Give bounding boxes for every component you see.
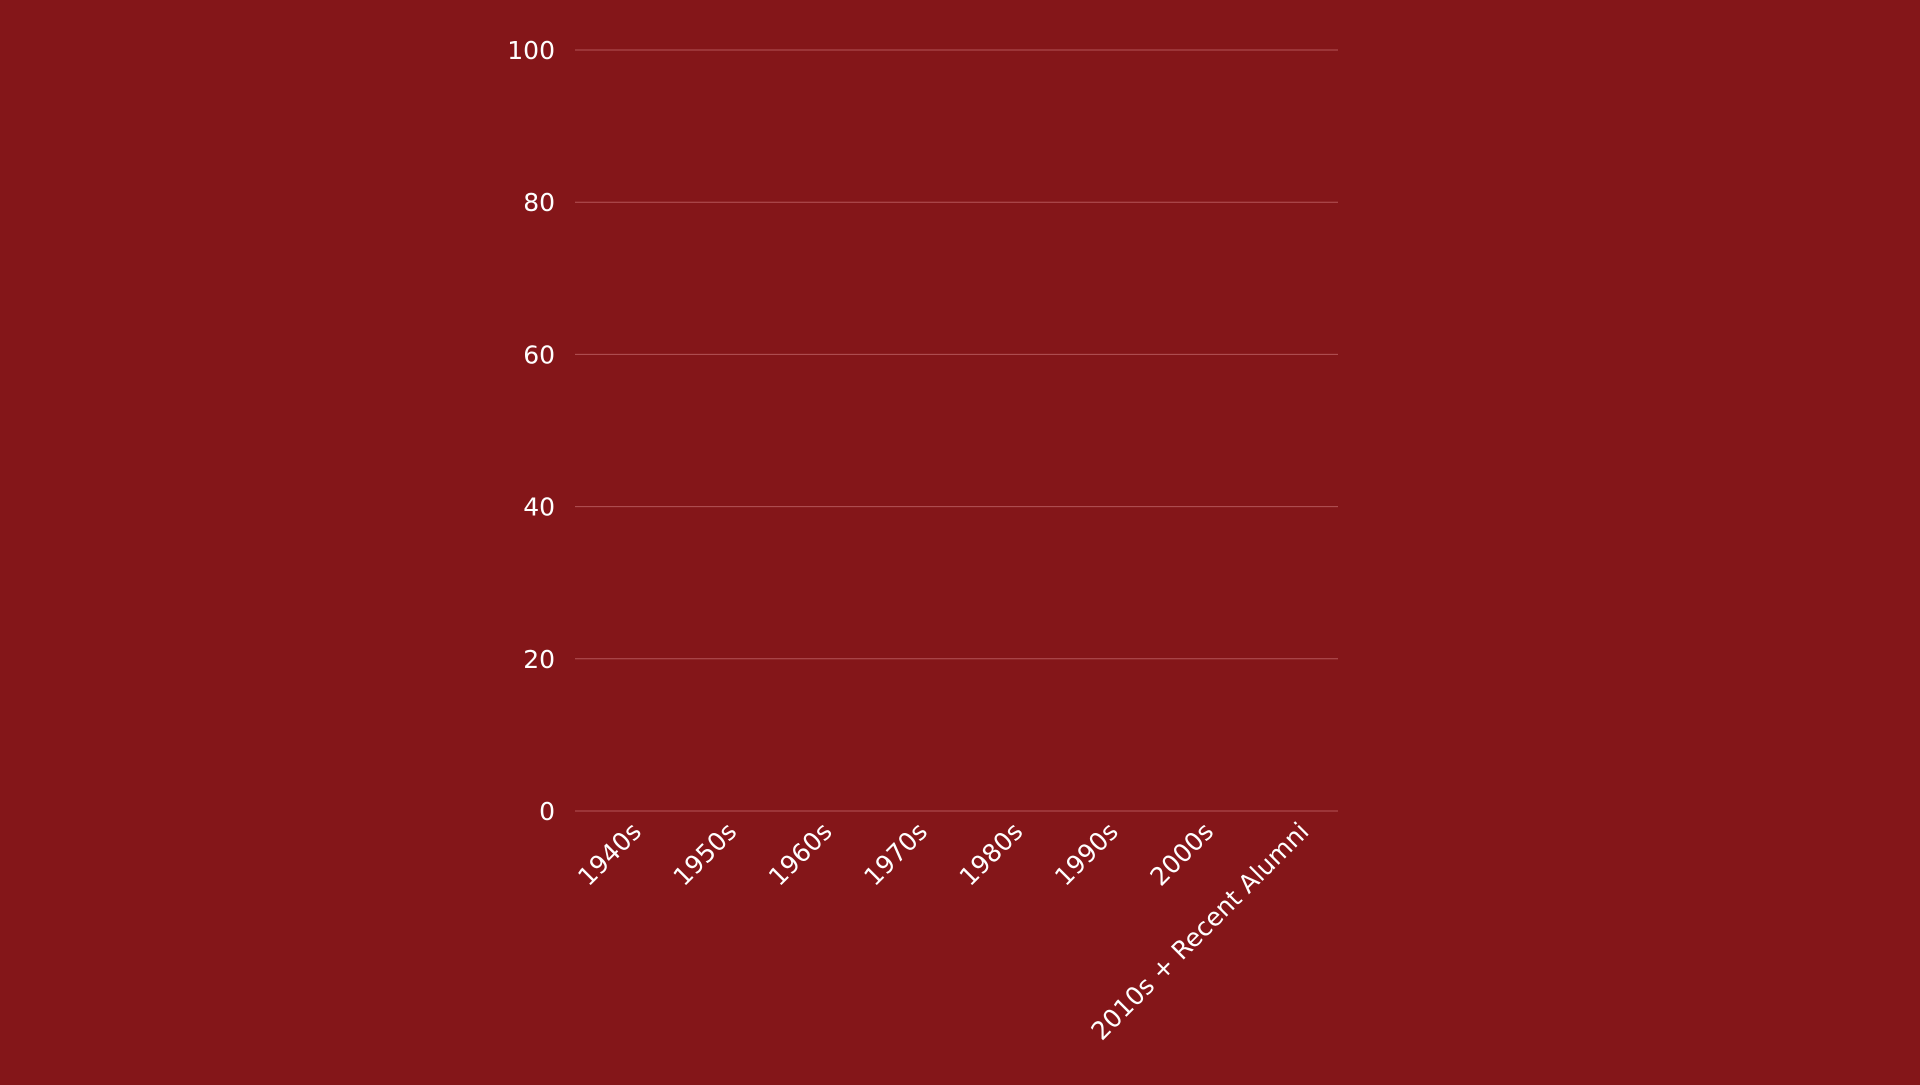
y-tick-label: 60 [523,340,555,369]
gridlines [575,49,1338,812]
x-tick-label: 1940s [572,817,647,892]
x-tick-label: 1990s [1049,817,1124,892]
y-tick-label: 80 [523,188,555,217]
x-axis-ticks: 1940s 1950s 1960s 1970s 1980s 1990s 2000s2010s… [572,817,1314,1046]
y-axis-ticks: 0 20 40 60 80 100 [507,36,555,826]
x-tick-label: 1960s [763,817,838,892]
x-tick-label: 1950s [668,817,743,892]
x-tick-label: 1980s [954,817,1029,892]
x-tick-label: 1970s [858,817,933,892]
y-tick-label: 100 [507,36,555,65]
y-tick-label: 40 [523,493,555,522]
y-tick-label: 0 [539,797,555,826]
x-tick-label: 2000s [1144,817,1219,892]
y-tick-label: 20 [523,645,555,674]
